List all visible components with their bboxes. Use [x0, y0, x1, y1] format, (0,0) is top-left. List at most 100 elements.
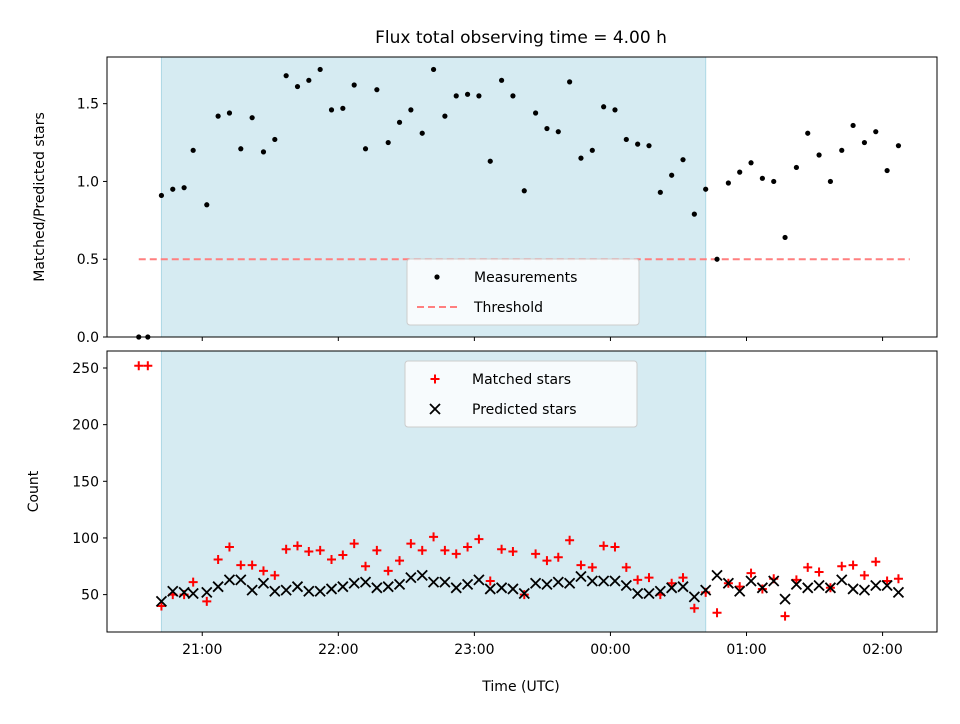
y-tick-label: 1.5	[77, 97, 99, 113]
data-point	[204, 202, 210, 208]
data-point	[712, 608, 722, 618]
data-point	[337, 581, 349, 593]
legend-marker	[430, 374, 440, 384]
data-point	[226, 110, 233, 116]
data-point	[521, 188, 527, 194]
data-point	[544, 125, 550, 132]
data-point	[871, 557, 881, 567]
data-point	[816, 152, 822, 158]
data-point	[484, 583, 496, 595]
data-point	[497, 544, 507, 554]
data-point	[850, 122, 856, 129]
data-point	[518, 587, 530, 600]
data-point	[188, 577, 198, 587]
y-tick-label: 1.0	[77, 174, 99, 190]
data-point	[599, 541, 609, 551]
data-point	[587, 562, 597, 572]
data-point	[134, 361, 144, 371]
data-point	[589, 147, 595, 153]
x-tick-label: 02:00	[862, 642, 902, 658]
data-point	[280, 584, 292, 596]
data-point	[442, 113, 448, 119]
x-axis-label: Time (UTC)	[481, 679, 559, 695]
data-point	[893, 574, 903, 584]
data-point	[303, 585, 315, 597]
data-point	[793, 164, 799, 171]
data-point	[143, 361, 153, 371]
x-tick-label: 00:00	[590, 642, 630, 658]
data-point	[507, 583, 519, 595]
data-point	[748, 160, 754, 166]
data-point	[646, 143, 652, 149]
data-point	[258, 566, 268, 576]
data-point	[779, 593, 791, 605]
data-point	[235, 574, 247, 586]
data-point	[170, 186, 176, 192]
data-point	[247, 560, 257, 570]
data-point	[340, 105, 346, 111]
data-point	[385, 139, 391, 146]
data-point	[359, 576, 372, 588]
data-point	[746, 568, 756, 578]
y-tick-label: 0.0	[77, 330, 99, 346]
data-point	[306, 77, 312, 83]
data-point	[461, 578, 474, 591]
data-point	[498, 77, 505, 83]
legend: Measurements Threshold	[406, 258, 640, 326]
data-point	[621, 562, 631, 572]
data-point	[395, 556, 405, 566]
figure-title: Flux total observing time = 4.00 h	[375, 28, 667, 48]
data-point	[190, 147, 196, 153]
data-point	[633, 575, 643, 585]
data-point	[632, 587, 644, 600]
y-axis-label: Count	[26, 470, 42, 512]
data-point	[187, 587, 199, 600]
data-point	[643, 587, 655, 600]
data-point	[892, 586, 905, 598]
data-point	[291, 581, 304, 593]
data-point	[406, 539, 416, 549]
data-point	[612, 107, 618, 113]
data-point	[317, 66, 323, 73]
data-point	[382, 581, 394, 593]
data-point	[223, 574, 236, 586]
data-point	[374, 87, 380, 93]
data-point	[294, 83, 301, 90]
data-point	[224, 542, 234, 552]
data-point	[396, 119, 403, 125]
data-point	[688, 591, 700, 603]
data-point	[212, 581, 224, 593]
data-point	[635, 141, 641, 147]
data-point	[474, 534, 484, 544]
data-point	[181, 185, 187, 191]
data-point	[419, 130, 425, 136]
data-point	[837, 561, 847, 571]
series-matched-stars	[134, 361, 903, 621]
data-point	[473, 574, 485, 586]
plot-frame	[106, 56, 938, 338]
series-measurements	[136, 66, 902, 340]
legend-label: Measurements	[474, 270, 577, 286]
data-point	[236, 560, 246, 570]
data-point	[555, 129, 561, 135]
data-point	[260, 149, 267, 155]
data-point	[711, 569, 723, 581]
data-point	[737, 169, 743, 175]
data-point	[575, 570, 587, 583]
data-point	[745, 575, 757, 587]
data-point	[601, 104, 607, 110]
data-point	[292, 541, 302, 551]
data-point	[847, 583, 859, 595]
data-point	[836, 574, 848, 586]
data-point	[691, 211, 697, 217]
data-point	[393, 578, 406, 591]
data-point	[156, 601, 166, 611]
data-point	[768, 575, 780, 587]
data-point	[895, 143, 902, 149]
data-point	[814, 567, 824, 577]
data-point	[780, 611, 790, 621]
data-point	[283, 73, 289, 79]
data-point	[884, 167, 890, 174]
data-point	[383, 566, 393, 576]
x-tick-label: 23:00	[454, 642, 494, 658]
